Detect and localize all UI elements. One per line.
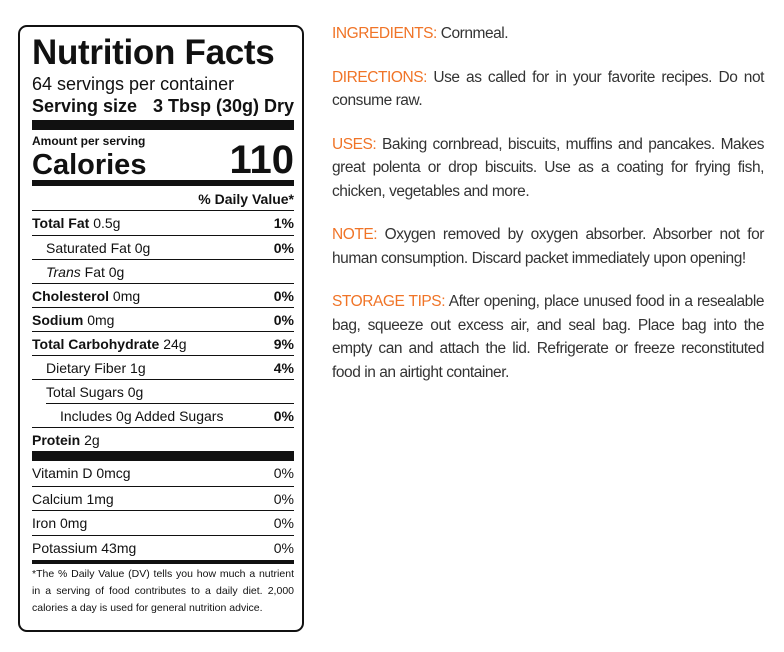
nutrient-row: Total Sugars 0g	[32, 379, 294, 403]
section-text: Baking cornbread, biscuits, muffins and …	[332, 135, 764, 200]
vitamin-row: Potassium 43mg 0%	[32, 535, 294, 560]
vitamin-row: Iron 0mg 0%	[32, 510, 294, 535]
nutrient-name: Dietary Fiber	[46, 360, 127, 376]
nutrient-italic: Trans	[46, 264, 81, 280]
vitamin-name: Potassium 43mg	[32, 540, 137, 557]
nutrient-amount: 0g	[108, 264, 125, 280]
vitamin-rows: Vitamin D 0mcg 0% Calcium 1mg 0% Iron 0mg 0% P…	[32, 461, 294, 560]
amount-per-serving: Amount per serving	[32, 134, 146, 148]
nutrient-amount: 0mg	[87, 312, 115, 328]
nutrient-name: Saturated Fat	[46, 240, 131, 256]
nutrient-amount: 1g	[130, 360, 146, 376]
section-text: After opening, place unused food in a re…	[332, 293, 764, 381]
vitamin-dv: 0%	[273, 465, 294, 481]
nutrient-amount: 2g	[84, 432, 100, 448]
nutrient-name: Fat	[84, 264, 105, 280]
nutrient-dv: 0%	[273, 240, 294, 256]
info-section: NOTE: Oxygen removed by oxygen absorber.…	[332, 223, 764, 270]
section-heading: STORAGE TIPS:	[332, 293, 446, 310]
section-heading: DIRECTIONS:	[332, 68, 427, 86]
nutrient-rows: Total Fat 0.5g 1% Saturated Fat 0g 0% Trans …	[32, 211, 294, 451]
servings: 64 servings per container	[32, 74, 235, 94]
nutrient-row: Saturated Fat 0g 0%	[32, 235, 294, 259]
nutrient-name: Protein	[32, 432, 81, 448]
nutrition-label: Nutrition Facts 64 servings per containe…	[18, 25, 304, 632]
nutrient: Saturated Fat 0g	[32, 236, 150, 259]
nutrient-row: Cholesterol 0mg 0%	[32, 283, 294, 307]
nutrient-dv: 9%	[273, 336, 294, 352]
info-section: INGREDIENTS: Cornmeal.	[332, 22, 764, 46]
info-text: INGREDIENTS: Cornmeal. DIRECTIONS: Use as…	[332, 22, 764, 404]
nutrient-row: Total Fat 0.5g 1%	[32, 211, 294, 235]
vitamin-dv: 0%	[273, 540, 294, 557]
nutrient: Total Sugars 0g	[32, 380, 143, 403]
nutrient-row: Trans Fat 0g	[32, 259, 294, 283]
section-text: Use as called for in your favorite recip…	[332, 68, 764, 110]
vitamin-row: Calcium 1mg 0%	[32, 485, 294, 511]
serving-size-value: 3 Tbsp (30g) Dry	[152, 96, 294, 116]
calories: Calories 110	[32, 140, 294, 181]
nutrient: Protein 2g	[32, 428, 100, 451]
nutrient: Cholesterol 0mg	[32, 284, 140, 307]
section-text: Oxygen removed by oxygen absorber. Absor…	[332, 226, 764, 267]
medium-rule	[32, 180, 294, 186]
footnote: *The % Daily Value (DV) tells you how mu…	[32, 559, 294, 617]
vitamin-name: Calcium 1mg	[32, 490, 114, 507]
nutrient-row: Protein 2g	[32, 427, 294, 451]
nutrient-dv: 0%	[273, 312, 294, 328]
section-text: Cornmeal.	[440, 25, 509, 42]
nutrient: Total Fat 0.5g	[32, 211, 120, 235]
vitamin-name: Iron 0mg	[32, 515, 88, 532]
nutrient-amount: 0g	[127, 384, 144, 400]
thick-rule	[32, 120, 294, 130]
nutrient: Total Carbohydrate 24g	[32, 332, 187, 355]
nutrient-row: Includes 0g Added Sugars 0%	[46, 403, 294, 427]
label-title: Nutrition Facts	[32, 33, 275, 72]
nutrient-name: Includes 0g Added Sugars	[60, 408, 224, 424]
section-heading: INGREDIENTS:	[332, 25, 437, 42]
vitamin-row: Vitamin D 0mcg 0%	[32, 461, 294, 486]
vitamin-name: Vitamin D 0mcg	[32, 465, 131, 481]
info-section: DIRECTIONS: Use as called for in your fa…	[332, 66, 764, 113]
nutrient-dv: 4%	[273, 360, 294, 376]
vitamin-dv: 0%	[273, 490, 294, 507]
calories-value: 110	[229, 138, 294, 182]
nutrient-amount: 0.5g	[93, 215, 121, 231]
section-heading: NOTE:	[332, 226, 378, 243]
section-heading: USES:	[332, 135, 377, 153]
nutrient-dv: 1%	[273, 215, 294, 231]
nutrient-name: Total Sugars	[46, 384, 124, 400]
serving-size-label: Serving size	[32, 96, 138, 116]
nutrient: Includes 0g Added Sugars	[46, 404, 223, 427]
calories-label: Calories	[32, 149, 147, 181]
nutrient-amount: 24g	[163, 336, 187, 352]
nutrient-name: Cholesterol	[32, 288, 110, 304]
nutrient-name: Sodium	[32, 312, 84, 328]
nutrient-amount: 0g	[134, 240, 151, 256]
serving-size: Serving size 3 Tbsp (30g) Dry	[32, 95, 294, 117]
nutrient-name: Total Carbohydrate	[32, 336, 160, 352]
nutrient-name: Total Fat	[32, 215, 90, 231]
label-inner: Nutrition Facts 64 servings per containe…	[32, 33, 294, 617]
vitamin-dv: 0%	[273, 515, 294, 532]
nutrient-row: Total Carbohydrate 24g 9%	[32, 331, 294, 355]
nutrient-dv: 0%	[273, 288, 294, 304]
nutrient-row: Dietary Fiber 1g 4%	[32, 355, 294, 379]
nutrient-row: Sodium 0mg 0%	[32, 307, 294, 331]
nutrient: Trans Fat 0g	[32, 260, 124, 283]
nutrient: Dietary Fiber 1g	[32, 356, 146, 379]
info-section: USES: Baking cornbread, biscuits, muffin…	[332, 133, 764, 204]
nutrient-dv: 0%	[273, 408, 294, 424]
info-section: STORAGE TIPS: After opening, place unuse…	[332, 290, 764, 384]
nutrient: Sodium 0mg	[32, 308, 114, 331]
nutrient-amount: 0mg	[112, 288, 141, 304]
thick-rule	[32, 451, 294, 461]
daily-value-header: % Daily Value*	[32, 188, 294, 211]
